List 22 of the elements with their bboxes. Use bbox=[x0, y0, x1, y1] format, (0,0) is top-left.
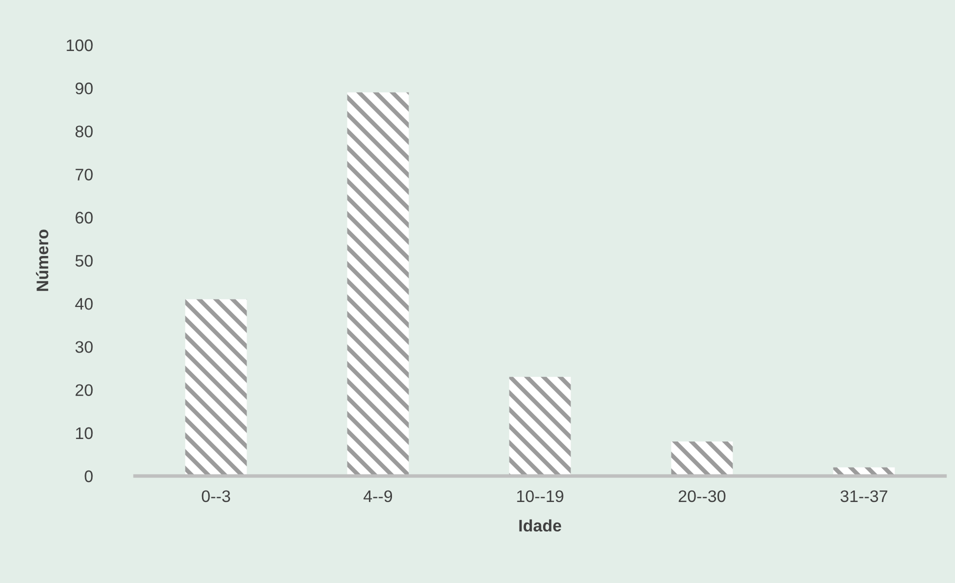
x-axis-title: Idade bbox=[519, 519, 562, 532]
x-tick-label: 20--30 bbox=[678, 490, 726, 502]
y-tick-label: 40 bbox=[75, 298, 93, 310]
y-tick-label: 60 bbox=[76, 212, 93, 224]
y-tick-label: 70 bbox=[76, 168, 93, 181]
y-tick-label: 90 bbox=[76, 82, 93, 94]
y-tick-label: 0 bbox=[84, 470, 93, 482]
bar bbox=[509, 376, 571, 476]
x-tick-label: 4--9 bbox=[364, 490, 392, 502]
y-tick-label: 10 bbox=[76, 427, 93, 440]
bar bbox=[347, 92, 409, 476]
x-tick-label: 10--19 bbox=[517, 490, 564, 502]
x-tick-label: 0--3 bbox=[202, 490, 230, 502]
bar bbox=[671, 442, 733, 476]
y-axis-title: Número bbox=[36, 230, 48, 291]
y-tick-label: 80 bbox=[76, 126, 93, 138]
x-tick-label: 31--37 bbox=[840, 490, 888, 502]
y-tick-label: 20 bbox=[76, 384, 93, 396]
y-tick-label: 50 bbox=[75, 254, 93, 267]
y-tick-label: 30 bbox=[75, 341, 93, 353]
bar bbox=[185, 299, 247, 476]
y-tick-label: 100 bbox=[66, 39, 93, 52]
